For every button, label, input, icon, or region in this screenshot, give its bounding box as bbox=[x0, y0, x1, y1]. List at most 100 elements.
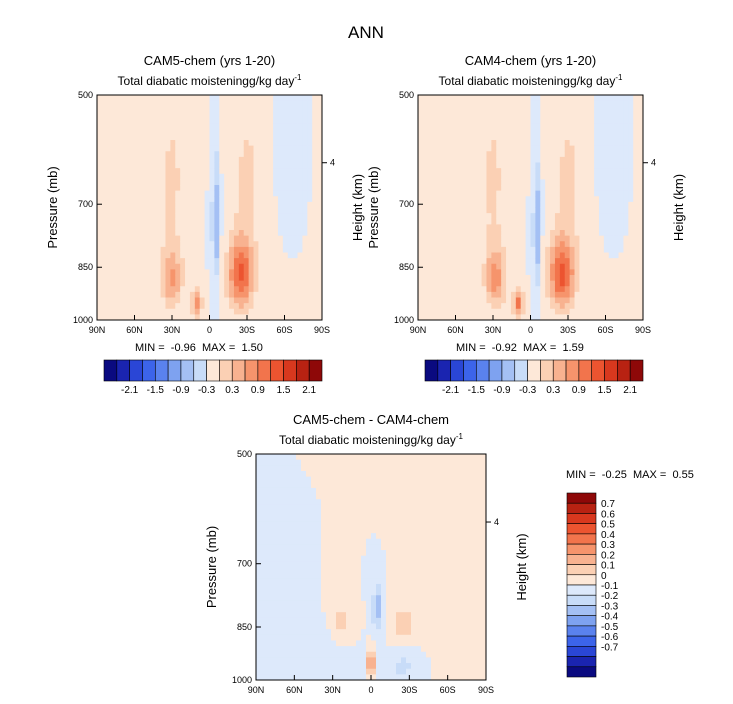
contour-cell bbox=[496, 246, 502, 253]
contour-cell bbox=[462, 106, 468, 113]
contour-cell bbox=[106, 134, 113, 141]
contour-cell bbox=[219, 230, 225, 237]
contour-cell bbox=[628, 140, 634, 147]
contour-cell bbox=[266, 550, 272, 557]
contour-cell bbox=[268, 173, 274, 180]
contour-cell bbox=[574, 173, 580, 180]
contour-cell bbox=[326, 493, 332, 500]
contour-cell bbox=[194, 95, 201, 102]
contour-cell bbox=[214, 196, 220, 203]
contour-cell bbox=[276, 629, 282, 636]
contour-cell bbox=[351, 476, 357, 483]
contour-cell bbox=[204, 190, 210, 197]
contour-cell bbox=[520, 297, 527, 304]
contour-cell bbox=[258, 258, 264, 265]
contour-cell bbox=[317, 106, 323, 113]
contour-cell bbox=[111, 151, 117, 158]
contour-cell bbox=[579, 111, 585, 118]
contour-cell bbox=[253, 168, 259, 175]
contour-cell bbox=[253, 111, 259, 118]
units-label: g/kg day bbox=[570, 74, 615, 88]
contour-cell bbox=[273, 280, 279, 287]
contour-cell bbox=[401, 555, 407, 562]
contour-cell bbox=[346, 617, 352, 624]
contour-cell bbox=[471, 275, 478, 282]
contour-cell bbox=[229, 235, 235, 242]
contour-cell bbox=[396, 555, 402, 562]
contour-cell bbox=[579, 134, 585, 141]
chart-panel-2: CAM4-chem (yrs 1-20)Total diabatic moist… bbox=[366, 53, 686, 354]
contour-cell bbox=[608, 246, 615, 253]
contour-cell bbox=[442, 263, 448, 270]
contour-cell bbox=[317, 140, 323, 147]
contour-cell bbox=[214, 286, 220, 293]
contour-cell bbox=[491, 156, 497, 163]
contour-cell bbox=[564, 179, 571, 186]
contour-cell bbox=[371, 555, 377, 562]
contour-cell bbox=[628, 100, 634, 107]
contour-cell bbox=[501, 213, 507, 220]
contour-cell bbox=[271, 612, 277, 619]
contour-cell bbox=[312, 123, 318, 130]
contour-cell bbox=[331, 555, 337, 562]
contour-cell bbox=[331, 521, 337, 528]
contour-cell bbox=[608, 218, 615, 225]
contour-cell bbox=[302, 95, 308, 102]
contour-cell bbox=[243, 218, 250, 225]
contour-cell bbox=[628, 145, 634, 152]
contour-cell bbox=[286, 493, 292, 500]
contour-cell bbox=[386, 516, 392, 523]
contour-cell bbox=[432, 201, 438, 208]
contour-cell bbox=[481, 134, 487, 141]
contour-cell bbox=[165, 111, 171, 118]
contour-cell bbox=[506, 117, 512, 124]
contour-cell bbox=[466, 235, 473, 242]
contour-cell bbox=[633, 162, 639, 169]
contour-cell bbox=[381, 651, 387, 658]
contour-cell bbox=[136, 168, 142, 175]
contour-cell bbox=[589, 258, 595, 265]
contour-cell bbox=[594, 145, 600, 152]
contour-cell bbox=[311, 487, 317, 494]
contour-cell bbox=[569, 162, 575, 169]
contour-cell bbox=[238, 201, 245, 208]
contour-cell bbox=[131, 308, 137, 315]
contour-cell bbox=[589, 303, 595, 310]
contour-cell bbox=[584, 168, 590, 175]
contour-cell bbox=[466, 269, 473, 276]
contour-cell bbox=[361, 465, 367, 472]
contour-cell bbox=[302, 123, 308, 130]
contour-cell bbox=[540, 95, 546, 102]
contour-cell bbox=[540, 218, 546, 225]
contour-cell bbox=[396, 657, 402, 664]
contour-cell bbox=[427, 145, 434, 152]
contour-cell bbox=[170, 185, 176, 192]
contour-cell bbox=[589, 207, 595, 214]
contour-cell bbox=[126, 168, 132, 175]
contour-cell bbox=[136, 134, 142, 141]
contour-cell bbox=[126, 140, 132, 147]
contour-cell bbox=[145, 140, 152, 147]
contour-cell bbox=[302, 207, 308, 214]
contour-field bbox=[256, 454, 487, 681]
contour-cell bbox=[271, 476, 277, 483]
contour-cell bbox=[462, 151, 468, 158]
contour-cell bbox=[608, 263, 615, 270]
contour-cell bbox=[233, 123, 240, 130]
contour-cell bbox=[209, 140, 215, 147]
contour-cell bbox=[361, 567, 367, 574]
contour-cell bbox=[317, 196, 323, 203]
contour-cell bbox=[287, 156, 294, 163]
contour-cell bbox=[258, 123, 264, 130]
contour-cell bbox=[136, 235, 142, 242]
contour-cell bbox=[481, 218, 487, 225]
contour-cell bbox=[376, 651, 382, 658]
contour-cell bbox=[628, 252, 634, 259]
contour-cell bbox=[268, 207, 274, 214]
contour-cell bbox=[545, 235, 551, 242]
contour-cell bbox=[462, 241, 468, 248]
contour-cell bbox=[160, 117, 166, 124]
contour-cell bbox=[189, 252, 196, 259]
contour-cell bbox=[491, 95, 497, 102]
contour-cell bbox=[276, 493, 282, 500]
